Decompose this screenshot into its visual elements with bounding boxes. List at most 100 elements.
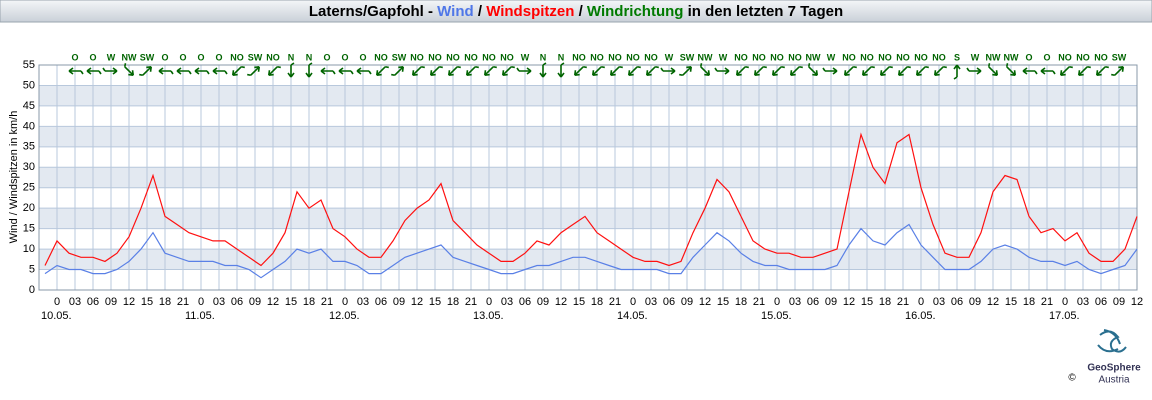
plot-frame [38,64,1138,291]
direction-arrow [86,67,102,75]
direction-label: NO [860,52,874,62]
direction-arrow [1022,67,1038,75]
x-tick-label: 18 [879,296,891,308]
direction-label: NO [734,52,748,62]
direction-arrow [1111,65,1125,77]
series-line [44,223,1138,279]
direction-label: O [359,52,366,62]
y-tick-label: 5 [29,263,35,275]
direction-arrow [1005,63,1017,77]
direction-label: W [665,52,674,62]
band [39,167,1137,188]
direction-label: NO [626,52,640,62]
x-tick-label: 09 [681,296,693,308]
direction-label: NO [482,52,496,62]
y-tick-label: 30 [23,161,35,173]
direction-label: NO [230,52,244,62]
direction-label: W [107,52,116,62]
direction-label: NO [428,52,442,62]
direction-label: W [827,52,836,62]
direction-label: O [1043,52,1050,62]
direction-arrow [807,63,819,77]
direction-label: O [161,52,168,62]
x-tick-label: 12 [555,296,567,308]
direction-arrow [679,65,693,77]
header-bar [0,0,1152,23]
direction-arrow [953,64,961,80]
direction-arrow [516,67,532,75]
x-tick-label: 21 [321,296,333,308]
x-tick-label: 15 [717,296,729,308]
direction-arrow [771,65,785,77]
direction-arrow [735,65,749,77]
x-tick-label: 21 [753,296,765,308]
band [39,85,1137,106]
bands [39,65,1137,290]
x-tick-label: 12 [699,296,711,308]
direction-label: O [179,52,186,62]
x-tick-label: 03 [933,296,945,308]
direction-label: O [341,52,348,62]
x-tick-label: 18 [591,296,603,308]
direction-arrow [645,65,659,77]
x-tick-label: 21 [177,296,189,308]
direction-label: NW [1004,52,1019,62]
direction-arrow [933,65,947,77]
logo-copyright: © [1068,373,1076,384]
x-tick-label: 06 [951,296,963,308]
x-tick-label: 0 [918,296,924,308]
logo-icon [1097,329,1127,353]
direction-arrow [447,65,461,77]
direction-label: NO [1076,52,1090,62]
x-tick-label: 03 [1077,296,1089,308]
direction-arrow [557,62,565,78]
direction-arrow [287,62,295,78]
title-part: Laterns/Gapfohl - [309,3,437,20]
y-tick-label: 45 [23,100,35,112]
direction-label: NO [914,52,928,62]
y-tick-label: 25 [23,182,35,194]
direction-arrow [879,65,893,77]
direction-label: NO [1058,52,1072,62]
x-tick-label: 09 [1113,296,1125,308]
direction-arrow [966,67,982,75]
direction-arrow [1059,65,1073,77]
title-part: Windrichtung [587,3,684,20]
x-tick-label: 06 [519,296,531,308]
x-tick-label: 12 [411,296,423,308]
x-tick-label: 06 [807,296,819,308]
direction-label: W [719,52,728,62]
logo-name: GeoSphere [1087,363,1141,374]
day-label: 17.05. [1049,310,1080,322]
direction-label: NO [788,52,802,62]
direction-label: NO [644,52,658,62]
direction-label: NO [464,52,478,62]
direction-arrow [915,65,929,77]
direction-label: NO [374,52,388,62]
direction-label: NO [266,52,280,62]
x-tick-label: 06 [231,296,243,308]
chart-title: Laterns/Gapfohl - Wind / Windspitzen / W… [309,3,843,20]
direction-label: NO [752,52,766,62]
labels: 0 5 10 15 20 25 30 35 40 45 50 55 0 03 06 09 12 15 18 21 0 03… [23,52,1143,322]
lines [44,132,1138,279]
direction-arrow [987,63,999,77]
x-tick-label: 0 [774,296,780,308]
x-tick-label: 15 [573,296,585,308]
direction-arrow [609,65,623,77]
direction-label: NW [806,52,821,62]
band [39,208,1137,229]
x-tick-label: 03 [789,296,801,308]
y-tick-label: 55 [23,59,35,71]
direction-arrow [123,63,135,77]
title-part: Windspitzen [486,3,574,20]
x-tick-label: 21 [897,296,909,308]
direction-arrow [465,65,479,77]
direction-arrow [267,65,281,77]
direction-arrow [1095,65,1109,77]
x-tick-label: 15 [861,296,873,308]
direction-arrow [305,62,313,78]
direction-label: NW [122,52,137,62]
day-label: 15.05. [761,310,792,322]
direction-arrow [897,65,911,77]
